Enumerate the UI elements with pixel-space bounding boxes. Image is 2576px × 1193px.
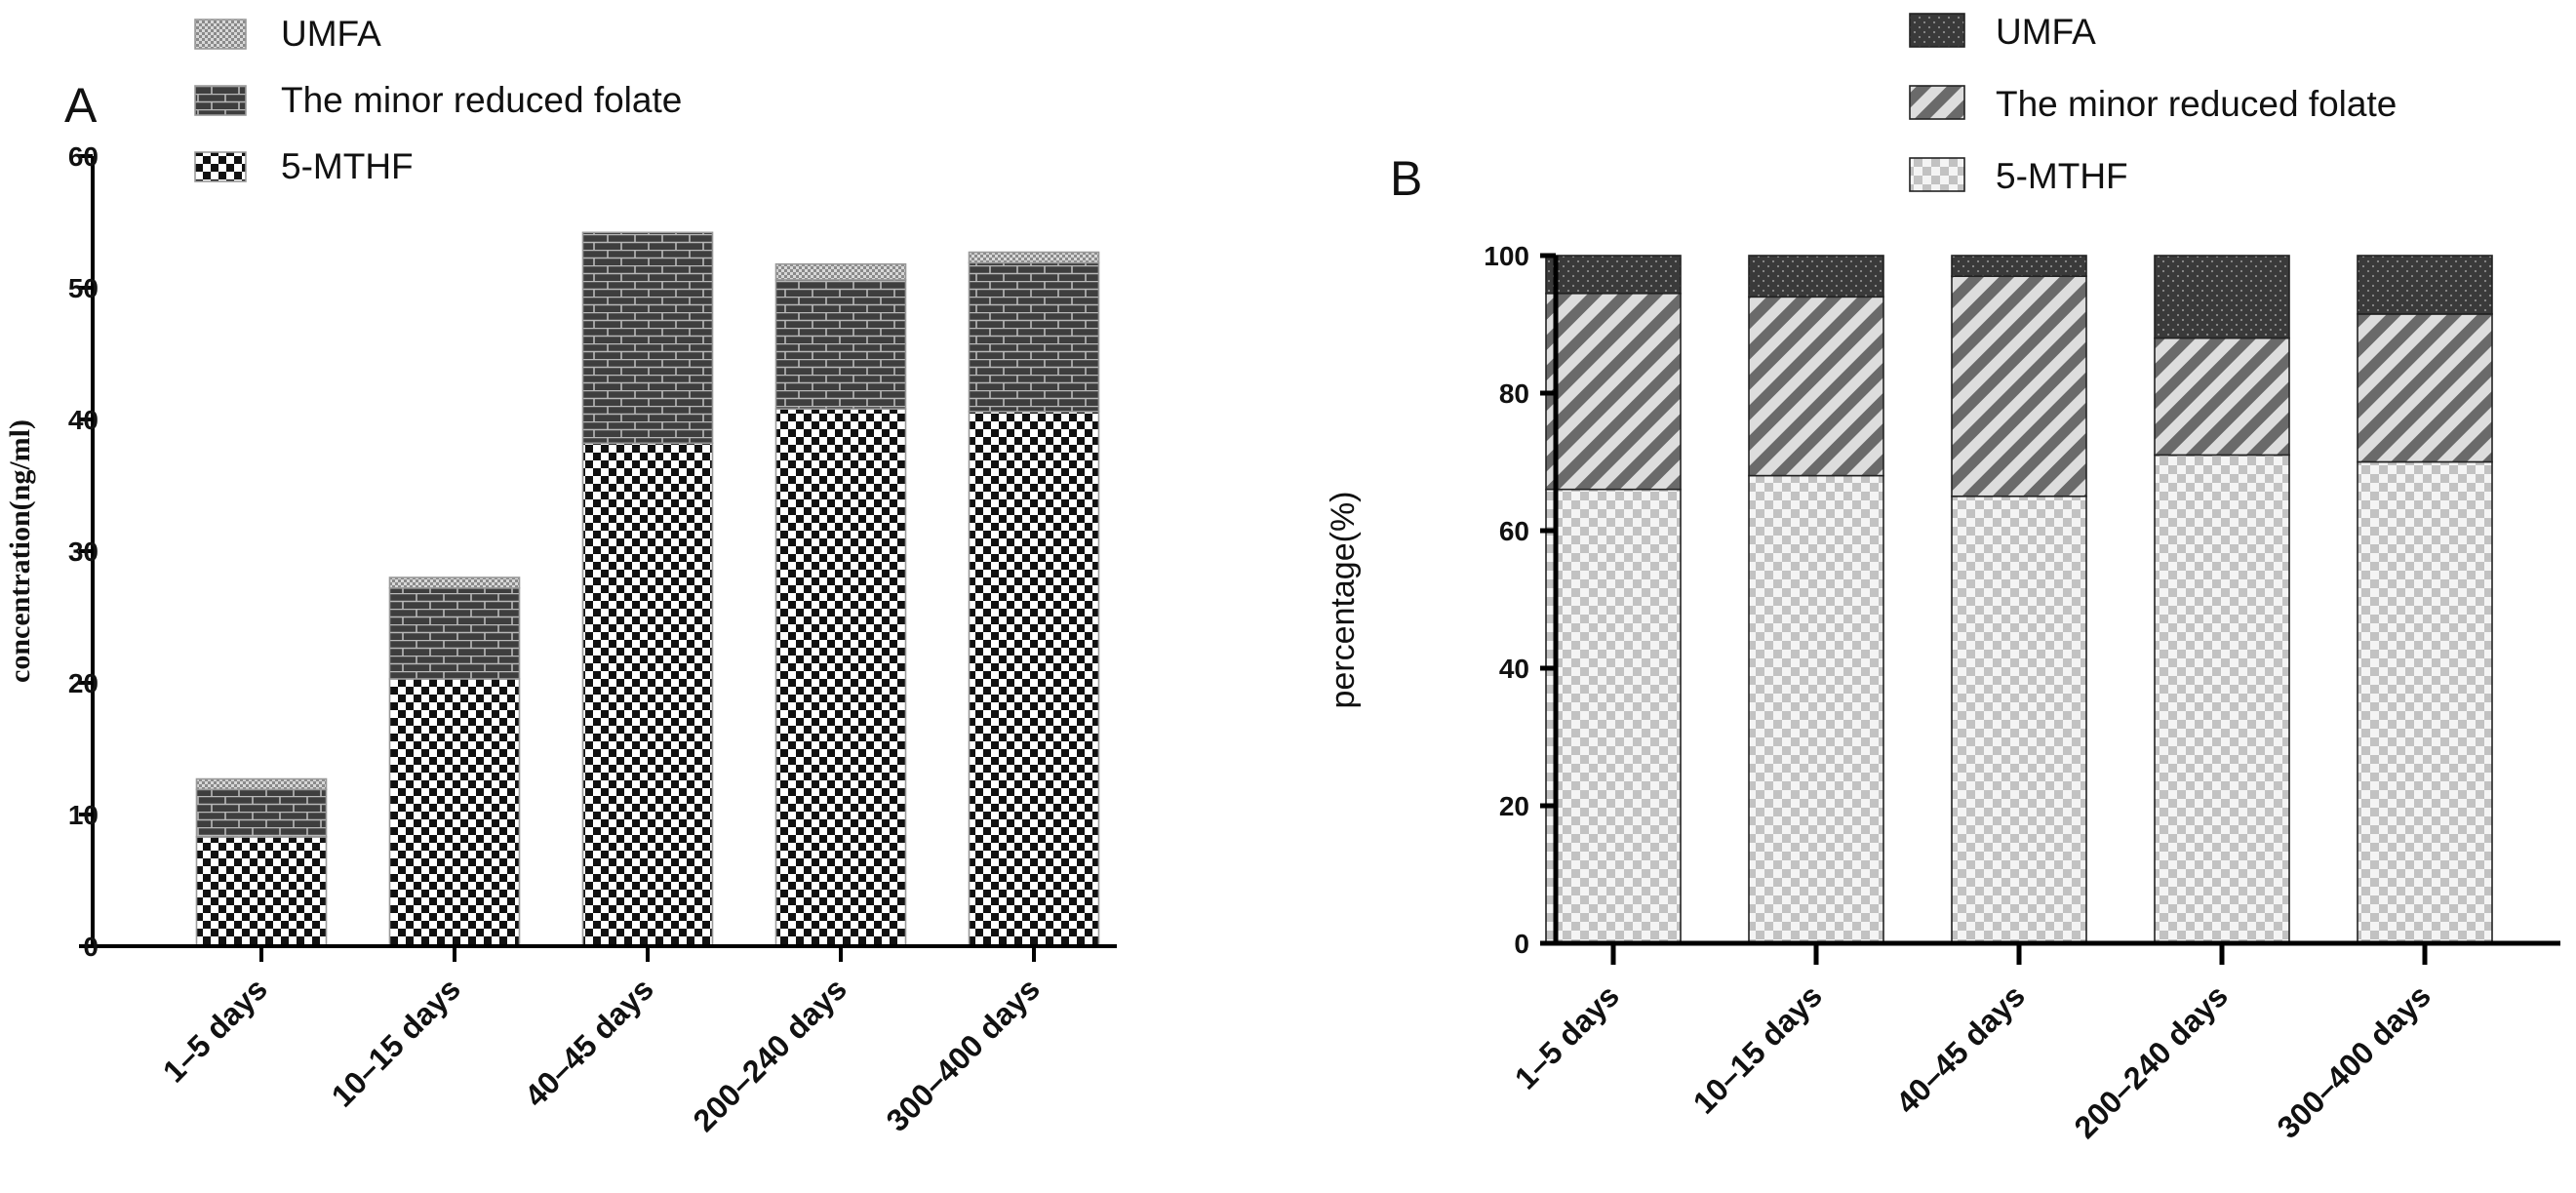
- x-tick-label: 300–400 days: [880, 971, 1047, 1137]
- y-tick-label: 80: [1499, 378, 1529, 409]
- legend-label-5-mthf: 5-MTHF: [1996, 156, 2128, 196]
- y-tick-label: 50: [68, 273, 99, 303]
- bar-5-mthf-4: [2154, 454, 2290, 944]
- bar-the-minor-reduced-folate-1: [1545, 292, 1682, 491]
- legend-swatch-the-minor-reduced-folate: [194, 85, 247, 116]
- bar-5-mthf-1: [195, 836, 328, 947]
- panel-b: 0 20 40 60 80 100 1–5 days 10–15 days 40–45 days…: [1325, 12, 2560, 1145]
- legend-swatch-umfa: [1909, 13, 1965, 48]
- x-tick-label: 300–400 days: [2271, 977, 2437, 1144]
- x-tick-label: 1–5 days: [1508, 977, 1626, 1095]
- legend-swatch-5-mthf: [194, 151, 247, 182]
- legend-label-the-minor-reduced-folate: The minor reduced folate: [281, 80, 682, 120]
- x-tick-label: 10–15 days: [1686, 977, 1829, 1120]
- bar-the-minor-reduced-folate-4: [2154, 337, 2290, 457]
- x-tick-label: 200–240 days: [2068, 977, 2235, 1144]
- bar-the-minor-reduced-folate-3: [1951, 275, 2087, 497]
- bar-5-mthf-2: [388, 678, 521, 947]
- y-tick-label: 10: [68, 800, 99, 830]
- bar-the-minor-reduced-folate-5: [2357, 313, 2493, 463]
- bar-umfa-1: [1545, 255, 1682, 295]
- panel-label: B: [1390, 151, 1422, 206]
- bar-umfa-3: [1951, 255, 2087, 277]
- x-tick-label: 10–15 days: [325, 971, 467, 1113]
- bar-5-mthf-3: [1951, 495, 2087, 944]
- bar-5-mthf-4: [774, 408, 907, 947]
- legend: UMFA The minor reduced folate 5-MTHF: [194, 14, 682, 186]
- panel-label: A: [64, 78, 98, 133]
- y-axis-title: concentration(ng/ml): [4, 419, 36, 683]
- bar-the-minor-reduced-folate-3: [581, 231, 714, 445]
- bar-5-mthf-1: [1545, 488, 1682, 944]
- legend-swatch-5-mthf: [1909, 157, 1965, 192]
- bar-the-minor-reduced-folate-2: [388, 586, 521, 680]
- bar-5-mthf-5: [2357, 460, 2493, 944]
- bar-umfa-4: [2154, 255, 2290, 339]
- legend-label-umfa: UMFA: [1996, 12, 2096, 52]
- legend-swatch-the-minor-reduced-folate: [1909, 85, 1965, 120]
- panel-a: 0 10 20 30 40 50 60 1–5 days 10–15 days 40–45 day…: [4, 14, 1117, 1138]
- bar-the-minor-reduced-folate-4: [774, 279, 907, 410]
- legend-label-umfa: UMFA: [281, 14, 381, 54]
- y-tick-label: 60: [68, 141, 99, 172]
- x-tick-label: 40–45 days: [1889, 977, 2032, 1120]
- bar-the-minor-reduced-folate-2: [1748, 296, 1884, 477]
- bar-umfa-2: [1748, 255, 1884, 298]
- bar-umfa-2: [388, 577, 521, 589]
- legend: UMFA The minor reduced folate 5-MTHF: [1909, 12, 2397, 196]
- bar-5-mthf-2: [1748, 474, 1884, 944]
- y-tick-label: 20: [68, 668, 99, 698]
- legend-label-the-minor-reduced-folate: The minor reduced folate: [1996, 84, 2397, 124]
- y-tick-label: 100: [1484, 241, 1529, 271]
- y-tick-label: 0: [83, 932, 99, 962]
- y-tick-label: 60: [1499, 516, 1529, 546]
- y-tick-label: 0: [1514, 929, 1529, 959]
- y-tick-label: 40: [1499, 654, 1529, 684]
- bar-umfa-5: [968, 251, 1100, 264]
- legend-swatch-umfa: [194, 19, 247, 50]
- bar-umfa-1: [195, 777, 328, 791]
- y-axis-title: percentage(%): [1325, 491, 1362, 708]
- bar-5-mthf-3: [581, 442, 714, 947]
- bar-the-minor-reduced-folate-1: [195, 788, 328, 838]
- y-tick-label: 20: [1499, 791, 1529, 821]
- x-tick-label: 40–45 days: [518, 971, 660, 1113]
- x-tick-label: 200–240 days: [687, 971, 853, 1137]
- bar-5-mthf-5: [968, 411, 1100, 947]
- legend-label-5-mthf: 5-MTHF: [281, 146, 414, 186]
- bar-the-minor-reduced-folate-5: [968, 261, 1100, 413]
- bar-umfa-5: [2357, 255, 2493, 315]
- y-tick-label: 30: [68, 537, 99, 567]
- x-tick-label: 1–5 days: [156, 971, 274, 1089]
- y-tick-label: 40: [68, 405, 99, 435]
- bar-umfa-4: [774, 262, 907, 281]
